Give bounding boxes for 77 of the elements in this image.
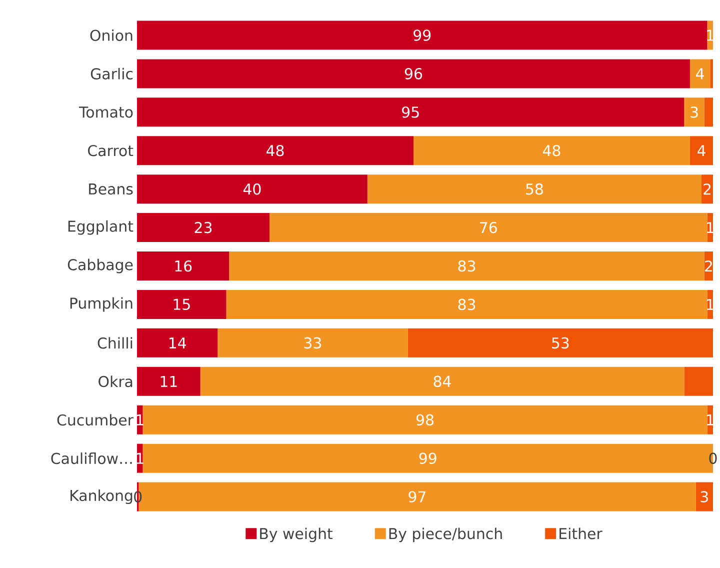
bar: [701, 174, 714, 204]
y-tick-label: Pumpkin: [70, 297, 132, 312]
data-label: 1: [707, 299, 714, 310]
y-tick-label: Tomato: [78, 106, 133, 118]
bar: [137, 252, 230, 281]
y-tick-label: Cucumber: [57, 414, 134, 426]
y-tick-label: Cabbage: [68, 258, 133, 274]
bar: [408, 328, 714, 358]
data-label: 58: [526, 183, 543, 195]
bar: [690, 136, 714, 166]
bar: [413, 136, 690, 166]
y-tick-label: Carrot: [88, 144, 134, 156]
y-tick-label: Onion: [90, 29, 132, 42]
bar: [710, 59, 714, 88]
data-label: 1: [707, 414, 714, 426]
data-label: 1: [707, 30, 714, 41]
data-label: 16: [175, 260, 192, 272]
bar: [704, 98, 714, 127]
data-label: 76: [480, 222, 497, 234]
bar: [137, 290, 226, 319]
y-tick-label: Eggplant: [68, 220, 134, 235]
data-label: 98: [416, 414, 434, 426]
legend-label: By piece/bunch: [389, 528, 502, 542]
data-label: 2: [705, 260, 712, 272]
bar: [137, 328, 218, 358]
legend-label: By weight: [260, 528, 333, 542]
data-label: 48: [266, 144, 284, 156]
data-label: 23: [194, 222, 212, 234]
y-tick-label: Garlic: [90, 68, 133, 80]
bar: [137, 98, 684, 127]
data-label: 99: [419, 452, 436, 464]
y-tick-label: Cauliflow…: [51, 452, 132, 464]
bar: [229, 252, 704, 281]
data-label: 15: [174, 298, 190, 310]
bar: [137, 136, 414, 166]
data-label: 83: [458, 298, 476, 310]
bar: [200, 366, 684, 396]
data-label: 4: [697, 145, 706, 156]
data-label: 1: [707, 222, 714, 233]
data-label: 83: [458, 260, 476, 272]
bar: [684, 98, 704, 127]
bar: [137, 20, 708, 50]
y-tick-label: Chilli: [98, 337, 132, 349]
data-label: 11: [160, 376, 177, 387]
bar: [684, 366, 714, 396]
bar: [269, 213, 708, 242]
data-label: 0: [709, 452, 717, 464]
data-label: 14: [169, 337, 186, 348]
bar: [690, 59, 710, 88]
bar: [137, 174, 368, 204]
bar: [696, 482, 714, 512]
data-label: 2: [704, 184, 711, 195]
data-label: 0: [134, 491, 142, 502]
data-label: 99: [414, 30, 431, 41]
bar: [137, 366, 200, 396]
data-label: 48: [542, 144, 560, 156]
y-tick-label: Beans: [89, 184, 133, 195]
data-label: 97: [408, 491, 426, 502]
legend-label: Either: [560, 528, 602, 540]
data-label: 53: [552, 337, 569, 349]
data-label: 96: [404, 68, 422, 80]
bar: [707, 20, 714, 50]
data-label: 84: [434, 376, 451, 388]
y-tick-label: Kankong: [70, 490, 132, 504]
bar: [367, 174, 702, 204]
bar: [137, 59, 690, 88]
y-tick-label: Okra: [98, 376, 132, 388]
bar: [226, 290, 708, 319]
bar: [142, 405, 708, 434]
data-label: 95: [402, 106, 419, 118]
data-label: 33: [304, 337, 321, 349]
bar: [137, 213, 270, 242]
data-label: 3: [700, 491, 708, 502]
bar: [218, 328, 408, 358]
data-label: 4: [696, 68, 704, 80]
data-label: 3: [690, 106, 698, 118]
data-label: 40: [243, 183, 261, 195]
